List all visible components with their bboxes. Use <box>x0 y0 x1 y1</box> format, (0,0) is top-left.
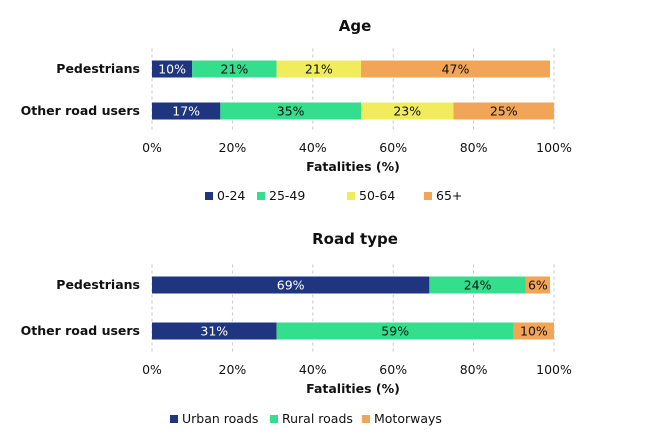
bar-segment <box>152 102 221 120</box>
chart-title: Road type <box>312 230 398 248</box>
bar-segment <box>152 60 193 78</box>
bar-segment <box>192 60 277 78</box>
bar-segment <box>513 322 554 340</box>
bar-segment <box>453 102 554 120</box>
category-label: Pedestrians <box>56 277 140 292</box>
bar-segment <box>429 276 526 294</box>
legend-label: 0-24 <box>217 188 245 203</box>
category-label: Other road users <box>21 323 140 338</box>
data-label: 69% <box>277 278 305 293</box>
x-tick-label: 100% <box>536 362 572 377</box>
data-label: 31% <box>200 324 228 339</box>
bar-segment <box>276 60 362 78</box>
legend-label: 25-49 <box>269 188 305 203</box>
x-tick-label: 40% <box>299 140 327 155</box>
legend-swatch <box>205 192 213 200</box>
data-label: 23% <box>393 104 421 119</box>
legend-label: Urban roads <box>182 411 258 426</box>
legend-swatch <box>362 415 370 423</box>
bar-segment <box>361 60 550 78</box>
category-label: Pedestrians <box>56 61 140 76</box>
x-axis-label: Fatalities (%) <box>306 159 400 174</box>
x-tick-label: 80% <box>460 362 488 377</box>
x-tick-label: 60% <box>379 140 407 155</box>
legend-swatch <box>347 192 355 200</box>
legend-label: 65+ <box>436 188 462 203</box>
legend-label: Rural roads <box>282 411 353 426</box>
legend-label: 50-64 <box>359 188 395 203</box>
x-tick-label: 100% <box>536 140 572 155</box>
bar-segment <box>152 322 277 340</box>
data-label: 10% <box>520 324 548 339</box>
legend-swatch <box>424 192 432 200</box>
x-tick-label: 0% <box>142 362 162 377</box>
data-label: 21% <box>221 62 249 77</box>
bar-segment <box>220 102 362 120</box>
legend-label: Motorways <box>374 411 442 426</box>
data-label: 35% <box>277 104 305 119</box>
bar-segment <box>361 102 454 120</box>
data-label: 6% <box>528 278 548 293</box>
x-axis-label: Fatalities (%) <box>306 381 400 396</box>
x-tick-label: 40% <box>299 362 327 377</box>
legend-swatch <box>270 415 278 423</box>
chart-title: Age <box>339 17 372 35</box>
data-label: 47% <box>442 62 470 77</box>
data-label: 21% <box>305 62 333 77</box>
legend-swatch <box>170 415 178 423</box>
x-tick-label: 20% <box>219 362 247 377</box>
x-tick-label: 80% <box>460 140 488 155</box>
x-tick-label: 0% <box>142 140 162 155</box>
bar-segment <box>152 276 430 294</box>
data-label: 10% <box>158 62 186 77</box>
data-label: 17% <box>172 104 200 119</box>
bar-segment <box>276 322 514 340</box>
category-label: Other road users <box>21 103 140 118</box>
x-tick-label: 60% <box>379 362 407 377</box>
data-label: 24% <box>464 278 492 293</box>
data-label: 59% <box>381 324 409 339</box>
legend-swatch <box>257 192 265 200</box>
x-tick-label: 20% <box>219 140 247 155</box>
bar-segment <box>525 276 550 294</box>
data-label: 25% <box>490 104 518 119</box>
